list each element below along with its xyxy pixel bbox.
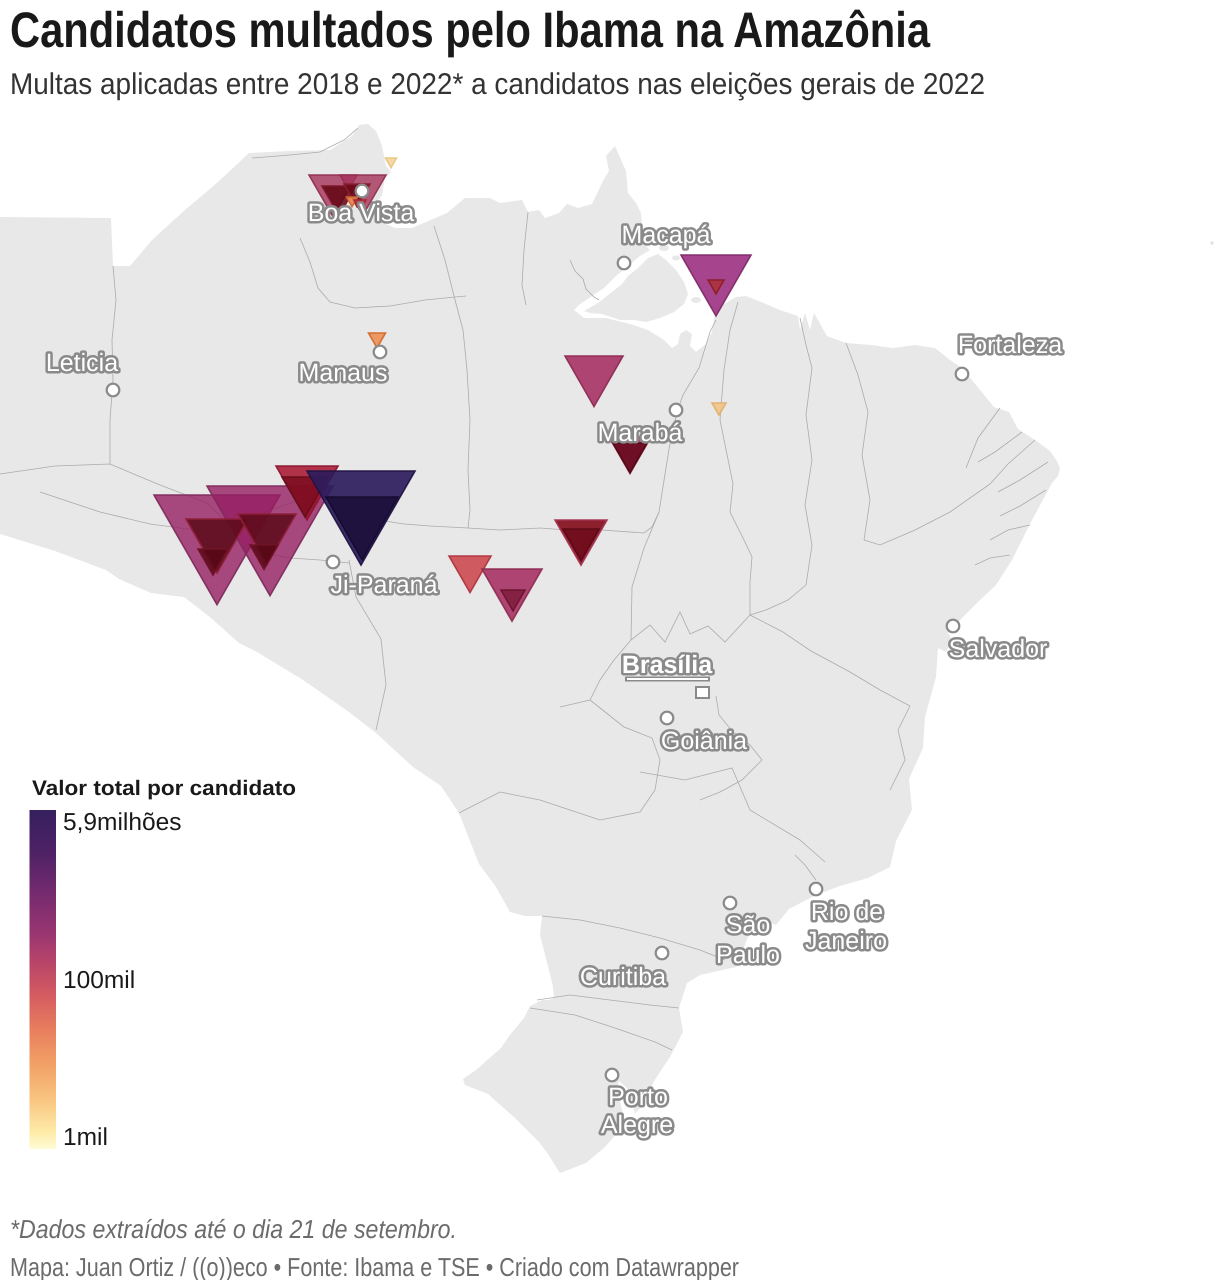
svg-text:Ji-Paraná: Ji-Paraná — [331, 571, 438, 599]
svg-text:Candidatos multados pelo Ibama: Candidatos multados pelo Ibama na Amazôn… — [10, 2, 931, 58]
svg-text:Paulo: Paulo — [716, 941, 780, 969]
svg-text:Rio de: Rio de — [811, 898, 883, 926]
svg-text:Fortaleza: Fortaleza — [958, 331, 1062, 359]
svg-text:Brasília: Brasília — [622, 651, 713, 679]
svg-text:Janeiro: Janeiro — [805, 927, 887, 955]
svg-text:São: São — [726, 911, 770, 939]
svg-text:Manaus: Manaus — [299, 359, 388, 387]
svg-text:5,9milhões: 5,9milhões — [63, 809, 181, 836]
svg-text:Boa Vista: Boa Vista — [308, 199, 415, 227]
svg-text:Multas aplicadas entre 2018 e: Multas aplicadas entre 2018 e 2022* a ca… — [10, 68, 985, 101]
svg-text:100mil: 100mil — [63, 967, 135, 994]
svg-text:Salvador: Salvador — [949, 635, 1048, 663]
svg-text:Porto: Porto — [608, 1083, 668, 1111]
svg-text:Leticia: Leticia — [46, 349, 118, 377]
svg-text:*Dados extraídos até o dia 21: *Dados extraídos até o dia 21 de setembr… — [10, 1214, 457, 1244]
svg-text:1mil: 1mil — [63, 1124, 108, 1151]
svg-text:Marabá: Marabá — [598, 419, 683, 447]
svg-text:Alegre: Alegre — [601, 1111, 673, 1139]
svg-text:Mapa: Juan Ortiz / ((o))eco •: Mapa: Juan Ortiz / ((o))eco • Fonte: Iba… — [10, 1252, 739, 1280]
svg-text:Macapá: Macapá — [622, 221, 711, 249]
svg-text:Curitiba: Curitiba — [580, 963, 666, 991]
svg-text:Goiânia: Goiânia — [661, 727, 747, 755]
svg-text:Valor total por candidato: Valor total por candidato — [32, 777, 296, 800]
